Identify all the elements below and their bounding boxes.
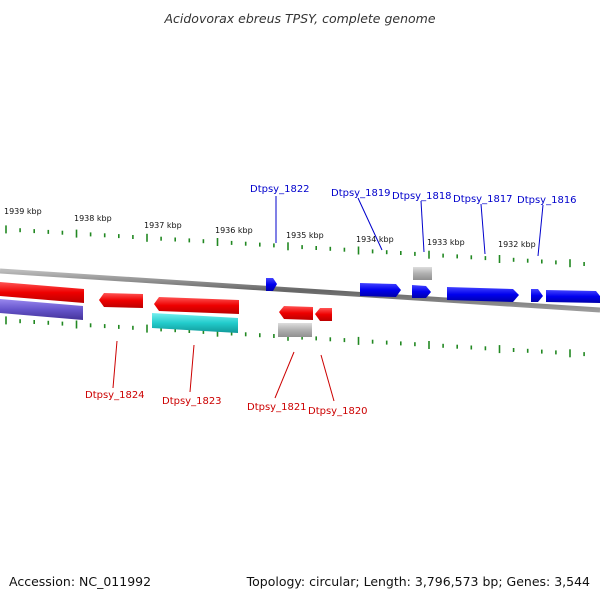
gene-arrow-dtpsy-1819[interactable] xyxy=(360,283,401,297)
leader-line xyxy=(320,354,335,402)
gene-label-dtpsy-1821[interactable]: Dtpsy_1821 xyxy=(247,402,307,413)
map-title: Acidovorax ebreus TPSY, complete genome xyxy=(163,11,435,26)
upper-scale-ticks xyxy=(5,225,585,268)
gene-arrow-next[interactable] xyxy=(546,290,600,303)
gene-label-dtpsy-1824[interactable]: Dtpsy_1824 xyxy=(85,390,145,401)
kbp-label: 1936 kbp xyxy=(215,226,253,235)
leader-line xyxy=(274,351,295,399)
gene-arrow-dtpsy-1822[interactable] xyxy=(266,278,277,291)
reverse-gene-labels: Dtpsy_1824 Dtpsy_1823 Dtpsy_1821 Dtpsy_1… xyxy=(85,340,368,417)
genome-backbone xyxy=(0,268,600,313)
forward-strand-genes xyxy=(266,267,600,303)
kbp-label: 1939 kbp xyxy=(4,207,42,216)
leader-line xyxy=(480,203,486,255)
kbp-label: 1934 kbp xyxy=(356,235,394,244)
reverse-strand-genes xyxy=(0,282,332,337)
forward-gene-labels: Dtpsy_1822 Dtpsy_1819 Dtpsy_1818 Dtpsy_1… xyxy=(250,184,577,257)
gene-label-dtpsy-1816[interactable]: Dtpsy_1816 xyxy=(517,195,577,206)
gene-arrow-left-edge[interactable] xyxy=(0,282,84,303)
leader-line xyxy=(189,344,195,393)
feature-grey-lower[interactable] xyxy=(278,323,312,337)
kbp-label: 1932 kbp xyxy=(498,240,536,249)
accession-label: Accession: NC_011992 xyxy=(9,574,151,589)
gene-arrow-dtpsy-1818[interactable] xyxy=(412,285,431,298)
gene-label-dtpsy-1822[interactable]: Dtpsy_1822 xyxy=(250,184,310,195)
cds-track-purple[interactable] xyxy=(0,299,83,320)
gene-arrow-dtpsy-1816[interactable] xyxy=(531,289,543,302)
leader-line xyxy=(537,204,544,257)
kbp-label: 1933 kbp xyxy=(427,238,465,247)
kbp-label: 1935 kbp xyxy=(286,231,324,240)
kbp-label: 1937 kbp xyxy=(144,221,182,230)
gene-label-dtpsy-1823[interactable]: Dtpsy_1823 xyxy=(162,396,222,407)
leader-line xyxy=(357,197,383,251)
gene-label-dtpsy-1820[interactable]: Dtpsy_1820 xyxy=(308,406,368,417)
leader-line xyxy=(420,200,425,253)
gene-arrow-dtpsy-1820[interactable] xyxy=(315,308,332,321)
genome-stats-label: Topology: circular; Length: 3,796,573 bp… xyxy=(246,574,590,589)
gene-label-dtpsy-1817[interactable]: Dtpsy_1817 xyxy=(453,194,513,205)
cds-track-cyan[interactable] xyxy=(152,313,238,333)
lower-scale-ticks xyxy=(5,316,585,358)
feature-grey-upper[interactable] xyxy=(413,267,432,280)
gene-arrow-dtpsy-1824[interactable] xyxy=(99,293,143,308)
gene-label-dtpsy-1818[interactable]: Dtpsy_1818 xyxy=(392,191,452,202)
kbp-labels: 1939 kbp 1938 kbp 1937 kbp 1936 kbp 1935… xyxy=(4,207,536,249)
gene-arrow-dtpsy-1817[interactable] xyxy=(447,287,519,302)
kbp-label: 1938 kbp xyxy=(74,214,112,223)
gene-label-dtpsy-1819[interactable]: Dtpsy_1819 xyxy=(331,188,391,199)
leader-line xyxy=(112,340,118,389)
gene-arrow-dtpsy-1823[interactable] xyxy=(154,297,239,314)
gene-arrow-dtpsy-1821[interactable] xyxy=(279,306,313,320)
